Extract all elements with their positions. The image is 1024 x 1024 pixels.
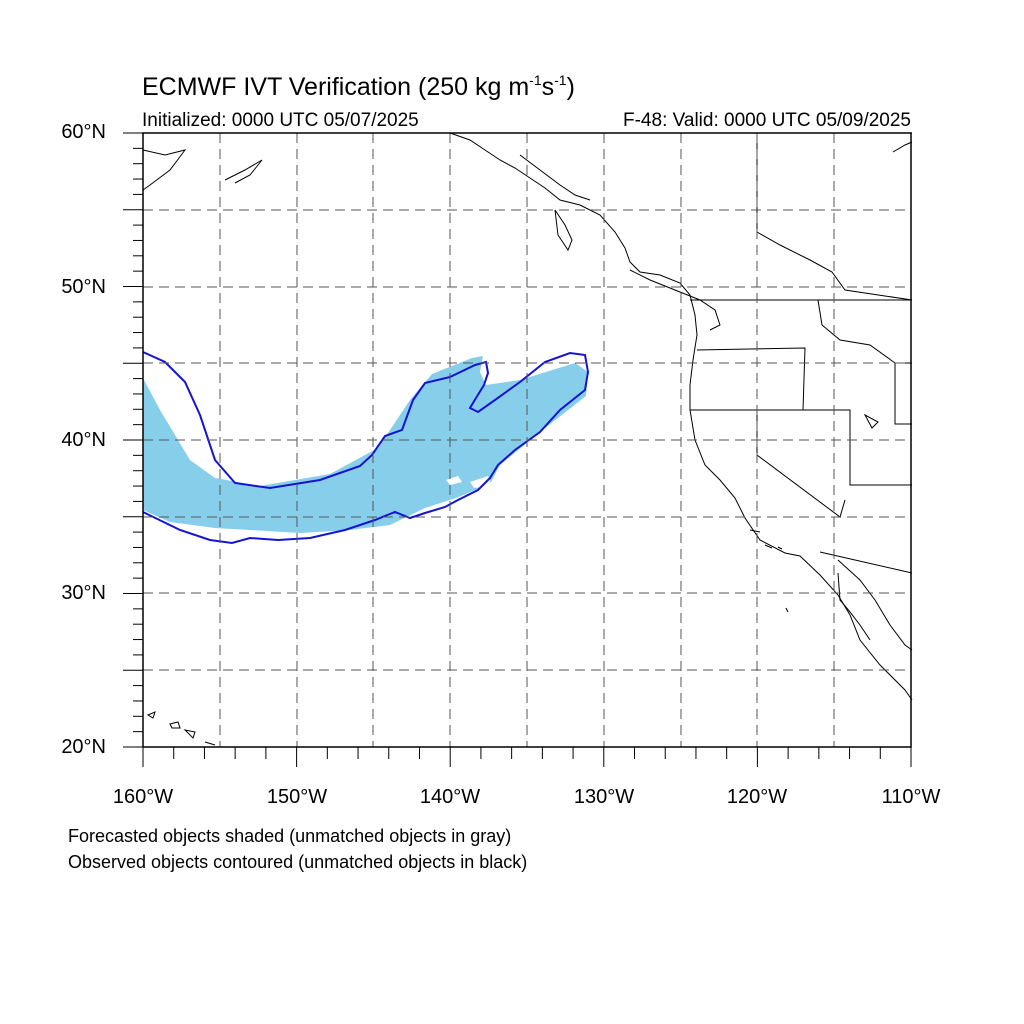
lon-label-140w: 140°W — [419, 786, 481, 808]
initialized-label: Initialized: 0000 UTC 05/07/2025 — [142, 110, 419, 131]
forecast-ivt-object — [143, 356, 588, 533]
lat-label-30n: 30°N — [61, 582, 106, 604]
forecast-gap-1 — [446, 476, 462, 485]
lon-label-150w: 150°W — [266, 786, 328, 808]
lat-label-50n: 50°N — [61, 276, 106, 298]
valid-time-label: F-48: Valid: 0000 UTC 05/09/2025 — [623, 110, 911, 131]
grid-lines — [143, 133, 911, 747]
lon-label-120w: 120°W — [726, 786, 788, 808]
lon-label-160w: 160°W — [112, 786, 174, 808]
forecast-note: Forecasted objects shaded (unmatched obj… — [68, 826, 512, 846]
coastlines — [142, 132, 913, 746]
lat-label-40n: 40°N — [61, 429, 106, 451]
lon-label-110w: 110°W — [881, 786, 941, 808]
forecast-gap-2 — [470, 476, 492, 488]
lat-label-60n: 60°N — [61, 121, 106, 143]
lon-label-130w: 130°W — [573, 786, 635, 808]
observed-ivt-contour — [142, 351, 590, 545]
chart-title: ECMWF IVT Verification (250 kg m-1s-1) — [142, 72, 575, 101]
observed-note: Observed objects contoured (unmatched ob… — [68, 852, 528, 872]
lat-label-20n: 20°N — [61, 736, 106, 758]
axis-ticks — [123, 132, 912, 767]
